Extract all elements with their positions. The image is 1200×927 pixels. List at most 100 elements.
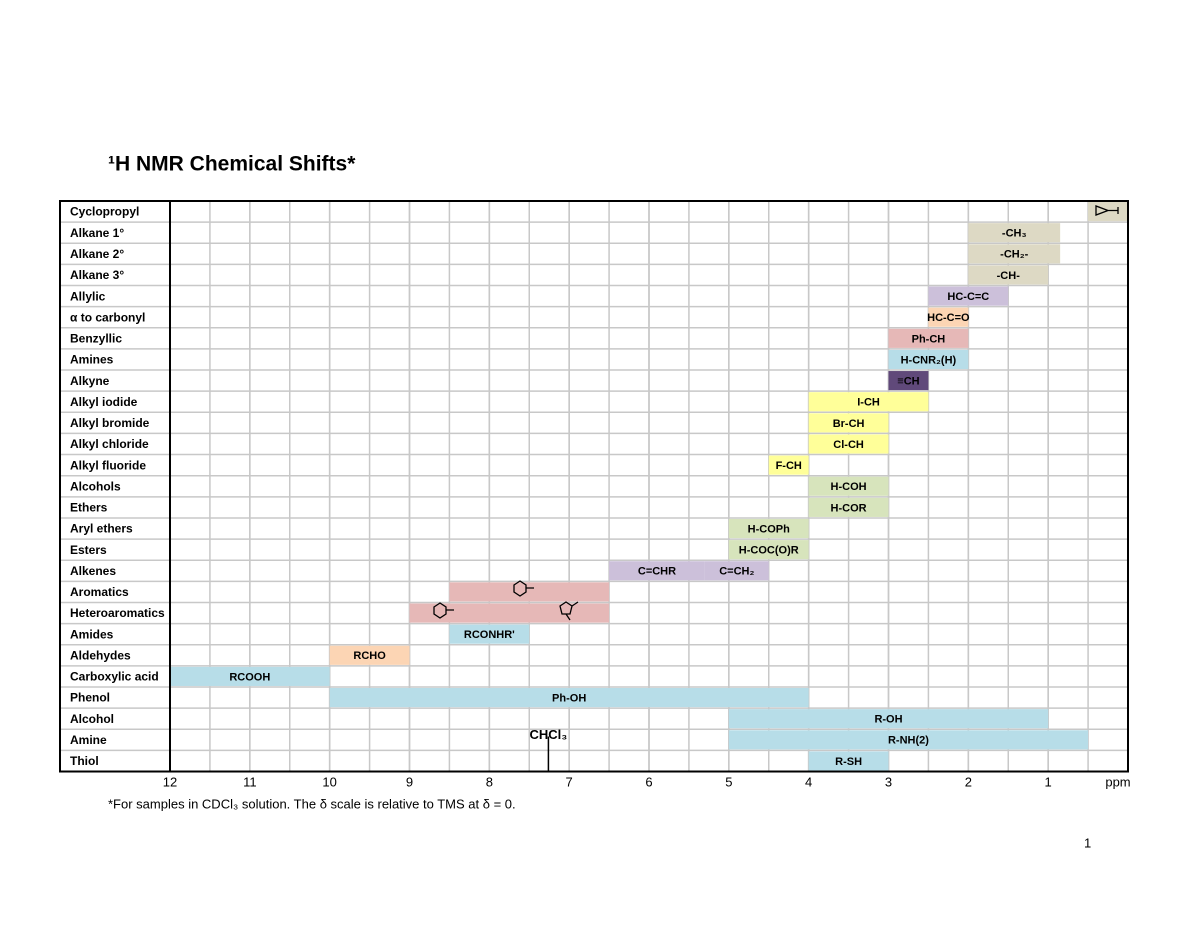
range-bar <box>449 624 530 644</box>
range-bar <box>609 561 705 581</box>
range-label: I-CH <box>857 397 880 409</box>
row-label: Ethers <box>70 501 108 515</box>
benzene-icon <box>513 580 534 597</box>
range-bar <box>704 561 769 581</box>
row-label: Allylic <box>70 289 106 303</box>
range-label: RCONHR' <box>464 629 515 641</box>
row-label: Aryl ethers <box>70 522 133 536</box>
row-label: Amine <box>70 733 107 747</box>
range-bar <box>449 582 610 602</box>
range-bar <box>808 413 889 433</box>
row-label: Benzyllic <box>70 332 122 346</box>
range-label: Ph-CH <box>912 333 946 345</box>
range-label: HC-C=C <box>947 291 989 303</box>
annotation-label: CHCl₃ <box>530 727 568 742</box>
range-label: H-COR <box>831 502 867 514</box>
range-label: C=CHR <box>638 566 676 578</box>
x-tick-label: 3 <box>885 774 892 789</box>
range-label: Br-CH <box>833 418 865 430</box>
range-label: -CH₂- <box>1000 249 1028 261</box>
icons <box>433 205 1119 621</box>
x-tick-label: 6 <box>645 774 652 789</box>
row-label: α to carbonyl <box>70 310 145 324</box>
range-label: RCOOH <box>229 671 270 683</box>
range-bar <box>329 645 410 665</box>
range-bar <box>808 392 929 412</box>
range-bar <box>808 497 889 517</box>
x-tick-label: 10 <box>322 774 336 789</box>
row-label: Alkenes <box>70 564 116 578</box>
range-label: H-COPh <box>748 523 790 535</box>
pyridine-icon <box>433 602 454 619</box>
range-label: H-COC(O)R <box>739 545 799 557</box>
row-label: Aldehydes <box>70 648 131 662</box>
row-label: Phenol <box>70 691 110 705</box>
range-bar <box>928 286 1009 306</box>
row-label: Alkyl fluoride <box>70 458 146 472</box>
page-number: 1 <box>1084 835 1091 850</box>
range-bar <box>728 730 1089 750</box>
range-label: -CH₃ <box>1002 228 1027 240</box>
range-bar <box>888 328 969 348</box>
chart-title: ¹H NMR Chemical Shifts* <box>108 153 356 176</box>
range-bar <box>728 540 809 560</box>
range-bar <box>409 603 610 623</box>
row-label: Alkyl iodide <box>70 395 138 409</box>
range-label: Ph-OH <box>552 692 586 704</box>
pyrrole-icon <box>559 601 579 621</box>
range-label: R-NH(2) <box>888 735 929 747</box>
row-label: Thiol <box>70 754 99 768</box>
range-label: F-CH <box>776 460 802 472</box>
row-label: Alkane 1° <box>70 226 124 240</box>
range-bar <box>808 476 889 496</box>
x-tick-label: 2 <box>965 774 972 789</box>
range-label: R-OH <box>874 714 902 726</box>
range-label: Cl-CH <box>833 439 864 451</box>
range-bar <box>888 371 929 391</box>
row-label: Alkyne <box>70 374 110 388</box>
range-label: C=CH₂ <box>719 566 754 578</box>
row-label: Amines <box>70 353 114 367</box>
range-label: H-COH <box>831 481 867 493</box>
range-bar <box>888 349 969 370</box>
range-bar <box>928 307 969 327</box>
x-tick-label: 8 <box>486 774 493 789</box>
range-bar <box>808 434 889 454</box>
row-label: Carboxylic acid <box>70 670 159 684</box>
row-label: Cyclopropyl <box>70 205 139 219</box>
range-bar <box>1088 202 1128 222</box>
x-axis-label: ppm <box>1105 774 1130 789</box>
row-label: Amides <box>70 627 114 641</box>
range-bar <box>728 518 809 539</box>
row-label: Heteroaromatics <box>70 606 165 620</box>
x-tick-label: 9 <box>406 774 413 789</box>
range-bar <box>728 709 1049 729</box>
row-label: Alkane 3° <box>70 268 124 282</box>
range-bar <box>768 455 809 475</box>
row-label: Alkyl bromide <box>70 416 150 430</box>
range-label: H-CNR₂(H) <box>901 354 957 366</box>
range-label: HC-C=O <box>927 312 970 324</box>
range-bar <box>170 666 330 686</box>
footnote: *For samples in CDCl₃ solution. The δ sc… <box>108 796 516 811</box>
row-label: Alcohols <box>70 479 121 493</box>
range-label: ≡CH <box>897 376 919 388</box>
cyclopropyl-icon <box>1095 205 1119 216</box>
x-tick-label: 12 <box>163 774 177 789</box>
range-bar <box>968 265 1049 285</box>
range-bar <box>968 244 1061 264</box>
row-label: Alcohol <box>70 712 114 726</box>
row-label: Aromatics <box>70 585 129 599</box>
row-label: Alkyl chloride <box>70 437 149 451</box>
range-bar <box>329 687 809 708</box>
row-label: Esters <box>70 543 107 557</box>
frame <box>59 200 1129 773</box>
x-tick-label: 4 <box>805 774 812 789</box>
range-bar <box>968 223 1061 243</box>
x-tick-label: 5 <box>725 774 732 789</box>
row-label: Alkane 2° <box>70 247 124 261</box>
range-label: R-SH <box>835 756 862 768</box>
range-label: -CH- <box>997 270 1021 282</box>
